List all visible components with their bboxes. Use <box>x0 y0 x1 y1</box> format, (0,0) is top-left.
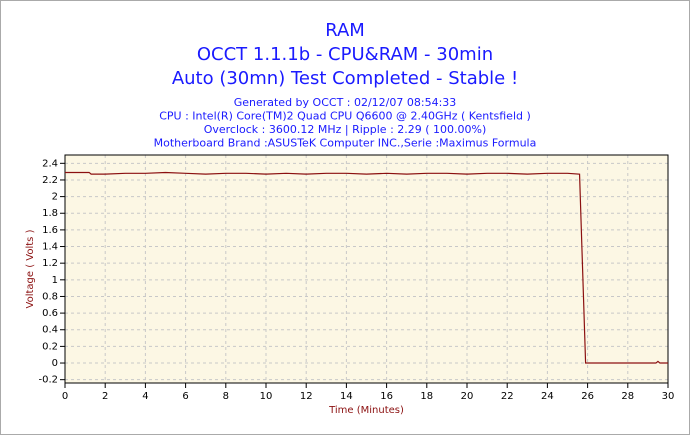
x-tick-label: 30 <box>662 391 675 402</box>
x-tick-label: 4 <box>142 391 148 402</box>
x-tick-label: 14 <box>340 391 353 402</box>
x-tick-label: 28 <box>621 391 634 402</box>
x-tick-label: 12 <box>300 391 313 402</box>
y-tick-label: 1.4 <box>42 242 58 253</box>
x-axis-label: Time (Minutes) <box>328 405 404 416</box>
x-tick-label: 0 <box>62 391 68 402</box>
y-tick-label: 1.6 <box>42 225 58 236</box>
x-tick-label: 6 <box>182 391 188 402</box>
y-tick-label: -0.2 <box>38 375 58 386</box>
chart-subtitle: Overclock : 3600.12 MHz | Ripple : 2.29 … <box>204 123 487 136</box>
plot-area <box>65 155 668 383</box>
chart-title: OCCT 1.1.1b - CPU&RAM - 30min <box>197 44 493 65</box>
x-tick-label: 24 <box>541 391 554 402</box>
data-line <box>65 171 668 364</box>
x-tick-label: 20 <box>461 391 474 402</box>
y-tick-label: 0.2 <box>42 341 58 352</box>
y-tick-label: 0.6 <box>42 308 58 319</box>
x-tick-label: 16 <box>380 391 393 402</box>
y-tick-label: 0 <box>52 358 58 369</box>
y-axis-label: Voltage ( Volts ) <box>25 229 36 308</box>
x-tick-label: 26 <box>581 391 594 402</box>
y-tick-label: 0.4 <box>42 325 58 336</box>
x-tick-label: 18 <box>420 391 433 402</box>
x-tick-label: 22 <box>501 391 514 402</box>
chart-subtitle: Generated by OCCT : 02/12/07 08:54:33 <box>234 96 457 109</box>
x-tick-label: 8 <box>223 391 229 402</box>
chart-title: RAM <box>325 20 365 41</box>
y-tick-label: 1 <box>52 275 58 286</box>
y-tick-label: 2.4 <box>42 158 58 169</box>
plot-border <box>64 154 669 384</box>
chart-subtitle: Motherboard Brand :ASUSTeK Computer INC.… <box>154 137 537 150</box>
x-tick-label: 10 <box>260 391 273 402</box>
chart-title: Auto (30mn) Test Completed - Stable ! <box>172 68 518 89</box>
chart-subtitle: CPU : Intel(R) Core(TM)2 Quad CPU Q6600 … <box>159 110 531 123</box>
y-tick-label: 2 <box>52 192 58 203</box>
x-tick-label: 2 <box>102 391 108 402</box>
y-tick-label: 1.8 <box>42 208 58 219</box>
y-tick-label: 1.2 <box>42 258 58 269</box>
y-tick-label: 0.8 <box>42 291 58 302</box>
y-tick-label: 2.2 <box>42 175 58 186</box>
